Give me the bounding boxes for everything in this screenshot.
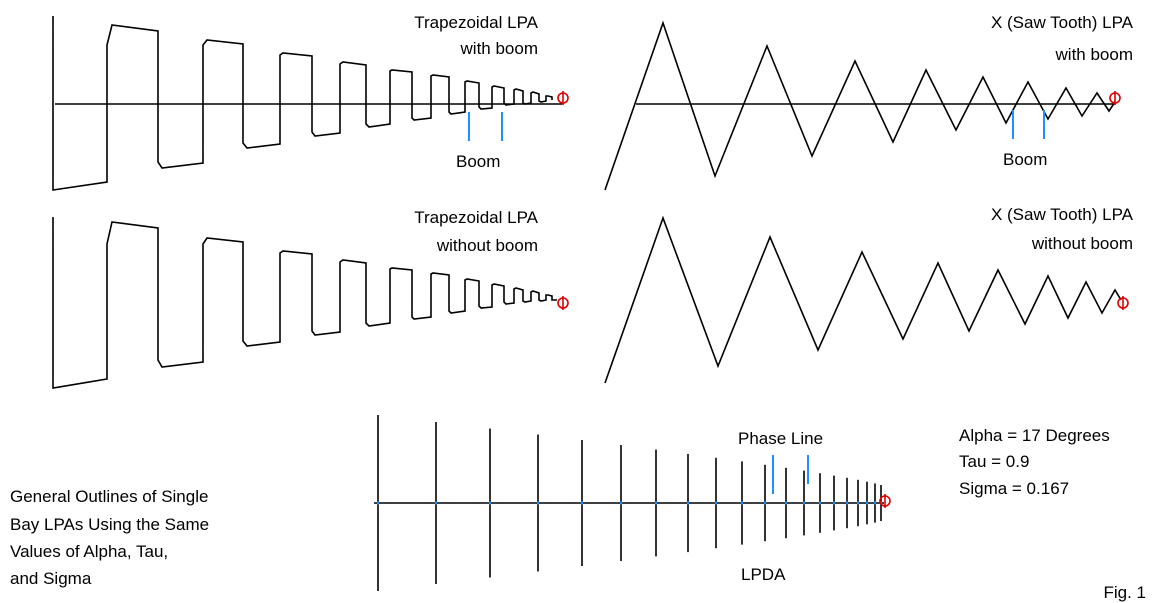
phase-line-label: Phase Line <box>738 429 823 448</box>
caption-line1: General Outlines of Single <box>10 487 208 506</box>
caption-line2: Bay LPAs Using the Same <box>10 515 209 534</box>
trapezoidal-lpa-without-boom: Trapezoidal LPA without boom <box>52 208 569 389</box>
tau-value: Tau = 0.9 <box>959 452 1029 471</box>
panel-title-line1: Trapezoidal LPA <box>414 13 538 32</box>
trapezoidal-wire <box>52 217 557 389</box>
panel-title-line1: X (Saw Tooth) LPA <box>991 13 1134 32</box>
caption-line3: Values of Alpha, Tau, <box>10 542 168 561</box>
lpda-label: LPDA <box>741 565 786 584</box>
lpda-elements <box>377 415 882 591</box>
caption-line4: and Sigma <box>10 569 92 588</box>
sigma-value: Sigma = 0.167 <box>959 479 1069 498</box>
sawtooth-wire <box>604 20 1116 191</box>
trapezoidal-wire <box>52 16 553 191</box>
panel-title-line1: Trapezoidal LPA <box>414 208 538 227</box>
alpha-value: Alpha = 17 Degrees <box>959 426 1110 445</box>
sawtooth-lpa-with-boom: X (Saw Tooth) LPA with boom Boom <box>604 13 1134 191</box>
panel-title-line2: without boom <box>1031 234 1133 253</box>
panel-title-line2: with boom <box>1055 45 1133 64</box>
sawtooth-wire <box>604 215 1122 384</box>
panel-title-line2: without boom <box>436 236 538 255</box>
panel-title-line1: X (Saw Tooth) LPA <box>991 205 1134 224</box>
panel-title-line2: with boom <box>460 39 538 58</box>
figure-label: Fig. 1 <box>1103 583 1146 602</box>
sawtooth-lpa-without-boom: X (Saw Tooth) LPA without boom <box>604 205 1134 384</box>
trapezoidal-lpa-with-boom: Trapezoidal LPA with boom Boom <box>52 13 569 191</box>
parameters-block: Alpha = 17 Degrees Tau = 0.9 Sigma = 0.1… <box>959 426 1110 498</box>
lpda: Phase Line LPDA <box>374 415 891 591</box>
caption: General Outlines of Single Bay LPAs Usin… <box>10 487 209 588</box>
boom-label: Boom <box>456 152 500 171</box>
boom-label: Boom <box>1003 150 1047 169</box>
